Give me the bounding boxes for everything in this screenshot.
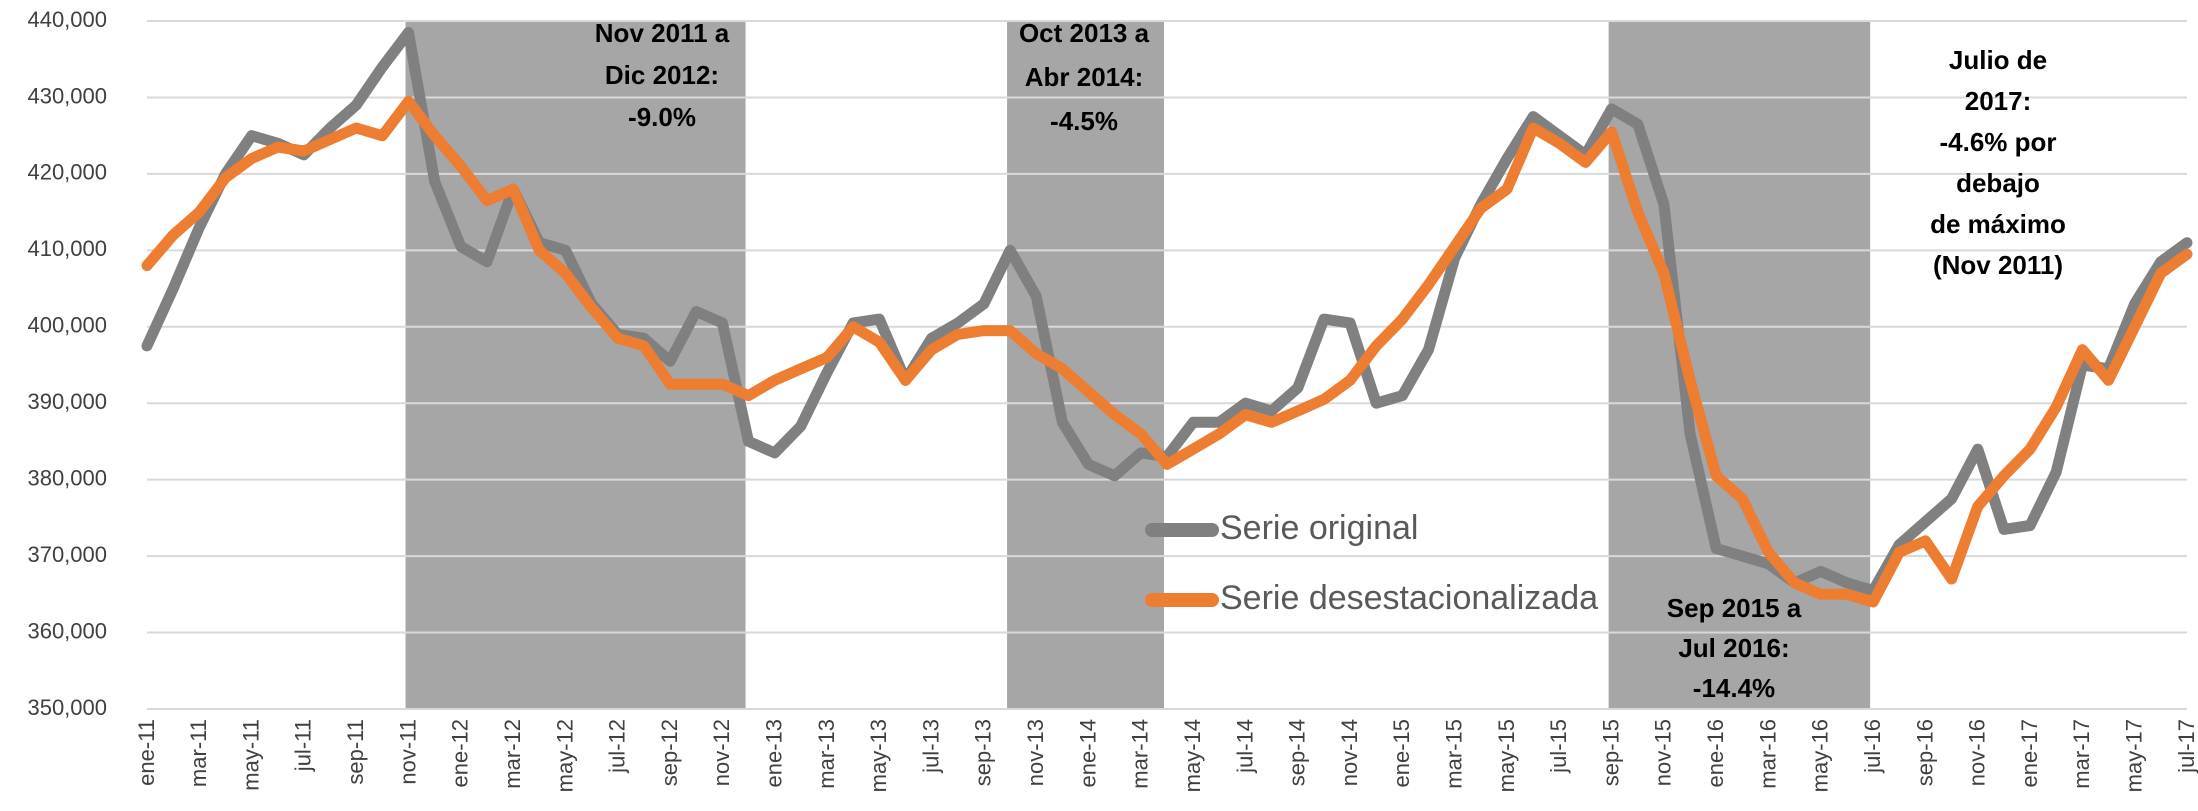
annotation: -4.6% por: [1939, 127, 2056, 157]
annotation: Dic 2012:: [605, 60, 719, 90]
x-tick-label: jul-15: [1546, 719, 1571, 774]
x-tick-label: ene-16: [1703, 719, 1728, 788]
annotation: Abr 2014:: [1025, 62, 1144, 92]
annotation: -4.5%: [1050, 106, 1118, 136]
x-tick-label: sep-11: [343, 719, 368, 785]
annotation: 2017:: [1965, 86, 2032, 116]
x-tick-label: nov-16: [1965, 719, 1990, 786]
x-tick-label: ene-13: [762, 719, 787, 788]
x-tick-label: sep-15: [1598, 719, 1623, 786]
x-tick-label: ene-17: [2017, 719, 2042, 788]
annotation: de máximo: [1930, 209, 2066, 239]
shaded-period: [1007, 21, 1164, 709]
x-tick-label: ene-14: [1075, 719, 1100, 788]
y-tick-label: 390,000: [27, 389, 107, 414]
x-tick-label: may-13: [866, 719, 891, 792]
x-tick-label: nov-12: [709, 719, 734, 786]
annotation: Oct 2013 a: [1019, 18, 1150, 48]
y-tick-label: 380,000: [27, 465, 107, 490]
x-tick-label: ene-15: [1389, 719, 1414, 788]
legend-label: Serie original: [1220, 509, 1418, 547]
x-tick-label: may-15: [1494, 719, 1519, 792]
x-tick-label: jul-13: [918, 719, 943, 774]
x-tick-label: mar-13: [814, 719, 839, 789]
x-tick-label: may-12: [552, 719, 577, 792]
x-tick-label: jul-17: [2174, 719, 2198, 774]
annotation: -14.4%: [1693, 673, 1775, 703]
x-tick-label: mar-11: [186, 719, 211, 787]
y-tick-label: 400,000: [27, 313, 107, 338]
x-tick-label: sep-16: [1912, 719, 1937, 786]
y-tick-label: 430,000: [27, 83, 107, 108]
x-tick-label: sep-14: [1285, 719, 1310, 786]
x-tick-label: jul-12: [605, 719, 630, 774]
y-tick-label: 370,000: [27, 542, 107, 567]
x-tick-label: ene-12: [448, 719, 473, 788]
x-tick-label: ene-11: [134, 719, 159, 786]
annotation: debajo: [1956, 168, 2040, 198]
x-tick-label: jul-16: [1860, 719, 1885, 774]
x-tick-label: nov-14: [1337, 719, 1362, 786]
shaded-period: [405, 21, 746, 709]
x-tick-label: may-16: [1808, 719, 1833, 792]
x-tick-label: sep-12: [657, 719, 682, 786]
annotation: Sep 2015 a: [1667, 593, 1802, 623]
y-tick-label: 350,000: [27, 695, 107, 720]
x-tick-label: sep-13: [971, 719, 996, 786]
x-tick-label: mar-17: [2069, 719, 2094, 789]
y-tick-label: 420,000: [27, 160, 107, 185]
x-tick-label: mar-12: [500, 719, 525, 789]
y-tick-label: 440,000: [27, 7, 107, 32]
annotation: (Nov 2011): [1933, 250, 2063, 280]
x-tick-label: mar-14: [1128, 719, 1153, 789]
series-line: [141, 95, 2193, 608]
legend-label: Serie desestacionalizada: [1220, 579, 1598, 617]
x-tick-label: jul-11: [291, 719, 316, 772]
annotation: Jul 2016:: [1678, 633, 1789, 663]
x-tick-label: may-17: [2122, 719, 2147, 792]
x-tick-label: nov-13: [1023, 719, 1048, 786]
annotation: Julio de: [1949, 45, 2047, 75]
x-tick-label: nov-15: [1651, 719, 1676, 786]
x-tick-label: mar-15: [1442, 719, 1467, 789]
x-tick-label: jul-14: [1232, 719, 1257, 774]
annotation: -9.0%: [628, 102, 696, 132]
annotation: Nov 2011 a: [595, 18, 730, 48]
y-tick-label: 410,000: [27, 236, 107, 261]
x-tick-label: may-11: [238, 719, 263, 791]
x-tick-label: mar-16: [1755, 719, 1780, 789]
x-tick-label: nov-11: [395, 719, 420, 785]
y-tick-label: 360,000: [27, 618, 107, 643]
x-tick-label: may-14: [1180, 719, 1205, 792]
